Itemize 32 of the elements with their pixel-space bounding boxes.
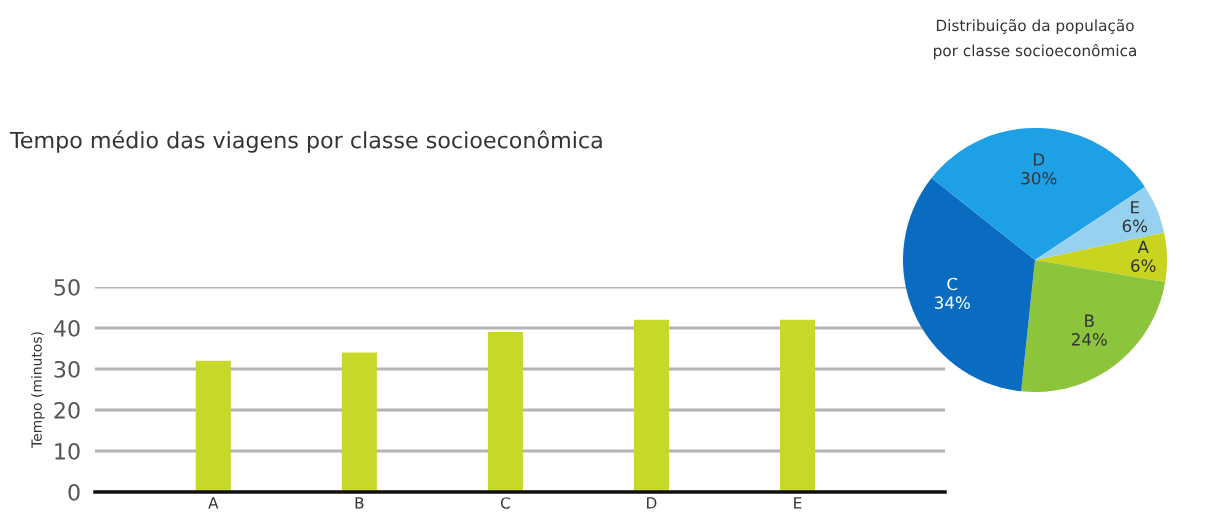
slice-label: D — [1033, 153, 1045, 166]
pie-slice — [1035, 232, 1167, 283]
y-tick-label: 0 — [68, 483, 80, 501]
x-tick-label: A — [208, 497, 219, 509]
y-tick-label: 20 — [54, 401, 80, 419]
x-tick-label: D — [647, 497, 657, 509]
chart-title: Distribuição da população por classe socioeconômica — [934, 19, 1136, 60]
bar — [195, 360, 231, 492]
x-tick-label: C — [500, 497, 510, 509]
bar — [779, 319, 816, 492]
data-label: 24% — [1071, 333, 1107, 346]
data-label: 34% — [935, 296, 970, 309]
slice-label: A — [1137, 240, 1149, 253]
y-tick-label: 40 — [53, 319, 80, 337]
slice-label: E — [1131, 201, 1139, 214]
y-axis-title: Tempo (minutos) — [31, 332, 45, 449]
data-label: 30% — [1021, 171, 1057, 185]
slice-label: C — [947, 277, 958, 291]
y-tick-label: 50 — [54, 278, 80, 296]
y-tick-label: 10 — [55, 442, 80, 460]
x-tick-label: B — [355, 497, 364, 509]
x-tick-label: E — [794, 497, 802, 509]
bar — [487, 332, 523, 492]
pie-slice — [1021, 260, 1166, 392]
slice-label: B — [1085, 314, 1094, 327]
pie-slice — [1035, 186, 1165, 260]
data-label: 6% — [1131, 259, 1156, 272]
chart-title: Tempo médio das viagens por classe socioeconômica — [9, 130, 602, 153]
bar — [341, 352, 377, 492]
bar — [633, 319, 669, 492]
y-tick-label: 30 — [54, 360, 80, 378]
data-label: 6% — [1122, 219, 1148, 233]
